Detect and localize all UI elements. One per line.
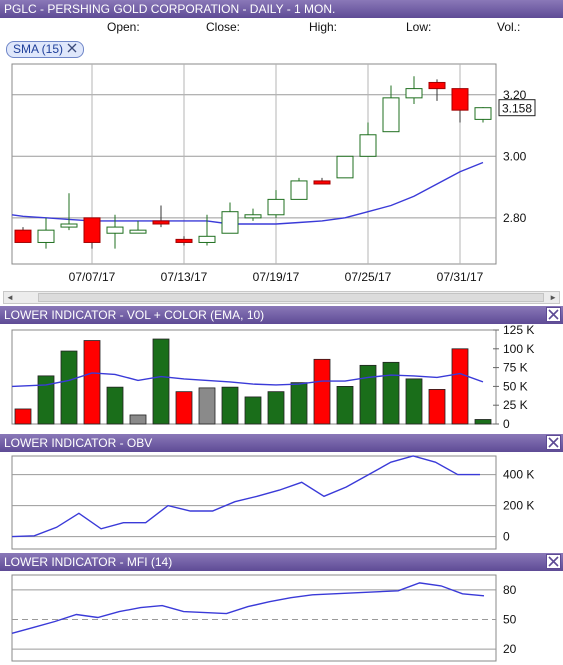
volume-bar <box>359 364 377 425</box>
candle-body <box>106 226 124 234</box>
volume-bar <box>83 340 101 425</box>
candle-body <box>37 229 55 243</box>
candle-body <box>244 214 262 219</box>
volume-panel-title: LOWER INDICATOR - VOL + COLOR (EMA, 10) <box>4 308 265 322</box>
volume-bar <box>290 382 308 425</box>
obv-plot-area <box>11 455 497 550</box>
volume-ema-line <box>11 372 484 388</box>
volume-bar <box>221 386 239 425</box>
price-y-tick-label: 3.00 <box>503 149 527 163</box>
price-y-tick-label: 3.20 <box>503 88 527 102</box>
candle-body <box>14 229 32 243</box>
price-x-tick-label: 07/13/17 <box>161 270 208 284</box>
close-icon[interactable] <box>67 42 77 57</box>
candle-body <box>382 97 400 133</box>
open-label: Open: <box>107 20 140 34</box>
price-panel-header: PGLC - PERSHING GOLD CORPORATION - DAILY… <box>0 0 563 18</box>
high-label: High: <box>309 20 338 34</box>
volume-bar <box>37 375 55 425</box>
scroll-left-arrow-icon[interactable]: ◄ <box>6 293 14 302</box>
candle-body <box>474 107 492 120</box>
candle-body <box>221 211 239 234</box>
volume-bar <box>152 338 170 425</box>
price-x-tick-label: 07/07/17 <box>69 270 116 284</box>
mfi-line <box>11 582 485 634</box>
price-chart[interactable]: 2.80 3.00 3.20 07/07/17 07/13/17 07/19/17 07/2… <box>0 60 563 288</box>
volume-panel-header: LOWER INDICATOR - VOL + COLOR (EMA, 10) <box>0 306 563 324</box>
volume-bar <box>14 408 32 425</box>
candle-body <box>60 223 78 228</box>
candle-body <box>428 81 446 90</box>
volume-bar <box>175 391 193 425</box>
volume-bar <box>313 358 331 425</box>
obv-y-tick-label: 400 K <box>503 468 534 482</box>
volume-y-tick-label: 125 K <box>503 324 534 337</box>
candle-body <box>290 180 308 200</box>
candle-body <box>336 155 354 179</box>
candle-body <box>198 235 216 243</box>
close-obv-panel-icon[interactable] <box>546 435 561 450</box>
volume-bar <box>267 391 285 425</box>
volume-bar <box>106 386 124 425</box>
volume-y-tick-label: 25 K <box>503 398 528 412</box>
volume-bar <box>336 386 354 425</box>
scroll-right-arrow-icon[interactable]: ► <box>549 293 557 302</box>
price-panel-title: PGLC - PERSHING GOLD CORPORATION - DAILY… <box>4 2 336 16</box>
candle-body <box>267 198 285 216</box>
price-x-tick-label: 07/31/17 <box>437 270 484 284</box>
scroll-thumb[interactable] <box>38 293 544 302</box>
candle-body <box>83 217 101 243</box>
volume-bar <box>382 361 400 425</box>
mfi-y-tick-label: 50 <box>503 612 517 626</box>
volume-bar <box>428 389 446 425</box>
price-y-tick-label: 2.80 <box>503 211 527 225</box>
volume-bar <box>474 419 492 425</box>
obv-y-tick-label: 0 <box>503 530 510 544</box>
mfi-y-tick-label: 80 <box>503 583 517 597</box>
sma-overlay-chip[interactable]: SMA (15) <box>6 41 85 58</box>
volume-y-tick-label: 50 K <box>503 379 528 393</box>
obv-y-tick-label: 200 K <box>503 499 534 513</box>
close-volume-panel-icon[interactable] <box>546 307 561 322</box>
obv-panel-title: LOWER INDICATOR - OBV <box>4 436 153 450</box>
candle-body <box>405 88 423 99</box>
volume-bar <box>405 378 423 425</box>
low-label: Low: <box>406 20 432 34</box>
volume-y-tick-label: 75 K <box>503 361 528 375</box>
mfi-y-tick-label: 20 <box>503 642 517 656</box>
obv-panel-header: LOWER INDICATOR - OBV <box>0 434 563 452</box>
mfi-chart[interactable]: 80 50 20 <box>0 571 563 664</box>
volume-bar <box>244 396 262 425</box>
candle-body <box>359 134 377 157</box>
close-label: Close: <box>206 20 241 34</box>
last-price-tag <box>498 99 536 117</box>
candle-body <box>129 229 147 234</box>
close-mfi-panel-icon[interactable] <box>546 554 561 569</box>
candle-body <box>451 88 469 111</box>
volume-bar <box>129 414 147 425</box>
volume-bar <box>60 350 78 425</box>
price-x-tick-label: 07/19/17 <box>253 270 300 284</box>
candle-body <box>152 220 170 225</box>
mfi-panel-header: LOWER INDICATOR - MFI (14) <box>0 553 563 571</box>
candle-body <box>313 180 331 185</box>
vol-label: Vol.: <box>497 20 521 34</box>
mfi-plot-area <box>11 574 497 662</box>
obv-chart[interactable]: 400 K 200 K 0 <box>0 452 563 552</box>
volume-y-tick-label: 0 <box>503 417 510 431</box>
candle-body <box>175 238 193 243</box>
mfi-panel-title: LOWER INDICATOR - MFI (14) <box>4 555 173 569</box>
volume-bar <box>198 387 216 425</box>
last-price-label: 3.158 <box>502 102 532 116</box>
chart-scrollbar[interactable]: ◄ ► <box>3 291 560 304</box>
sma-15-line <box>11 161 484 225</box>
volume-y-tick-label: 100 K <box>503 342 534 356</box>
volume-bar <box>451 348 469 425</box>
price-x-tick-label: 07/25/17 <box>345 270 392 284</box>
sma-chip-label: SMA (15) <box>13 42 64 56</box>
obv-line <box>11 455 480 538</box>
volume-chart[interactable]: 125 K 100 K 75 K 50 K 25 K 0 <box>0 324 563 432</box>
